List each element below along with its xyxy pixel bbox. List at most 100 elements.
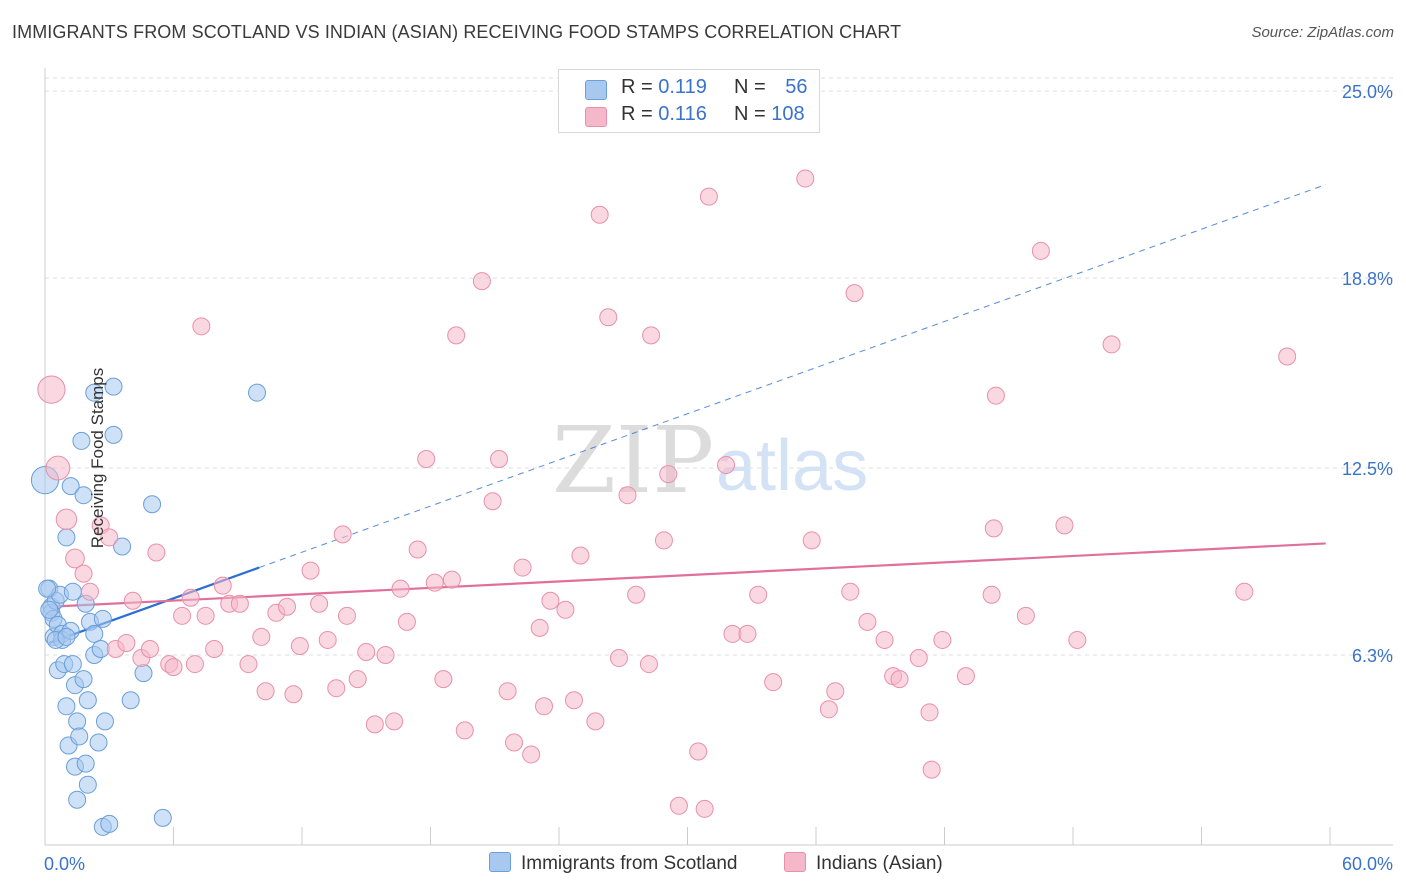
legend-r-value: 0.119 — [658, 76, 707, 98]
pink-point — [841, 582, 860, 601]
pink-point — [1278, 347, 1297, 366]
blue-point — [63, 582, 82, 601]
blue-point — [74, 670, 93, 689]
blue-point — [89, 733, 108, 752]
pink-point — [590, 205, 609, 224]
pink-point — [564, 691, 583, 710]
bottom-legend-swatch-pink — [784, 852, 806, 872]
pink-point — [505, 733, 524, 752]
pink-point — [213, 576, 232, 595]
pink-point — [37, 375, 66, 404]
watermark-atlas: atlas — [716, 426, 868, 506]
blue-point — [104, 425, 123, 444]
pink-point — [442, 570, 461, 589]
blue-point — [85, 383, 104, 402]
blue-point — [61, 477, 80, 496]
pink-point — [599, 308, 618, 327]
pink-point — [284, 685, 303, 704]
blue-point — [248, 383, 267, 402]
pink-point — [1235, 582, 1254, 601]
pink-point — [689, 742, 708, 761]
pink-point — [556, 600, 575, 619]
bottom-legend-label-blue: Immigrants from Scotland — [521, 853, 738, 874]
blue-point — [78, 691, 97, 710]
legend-n-value: 108 — [771, 103, 805, 125]
x-tick-label-right: 60.0% — [1342, 854, 1393, 874]
pink-point — [922, 760, 941, 779]
blue-point — [57, 528, 76, 547]
pink-point — [55, 508, 78, 531]
blue-point — [76, 754, 95, 773]
chart-title: IMMIGRANTS FROM SCOTLAND VS INDIAN (ASIA… — [12, 22, 902, 42]
pink-point — [933, 630, 952, 649]
pink-point — [1102, 335, 1121, 354]
pink-point — [117, 633, 136, 652]
blue-point — [153, 808, 172, 827]
pink-point — [920, 703, 939, 722]
pink-point — [819, 700, 838, 719]
pink-point — [181, 588, 200, 607]
blue-point — [95, 712, 114, 731]
blue-point — [57, 627, 76, 646]
legend-swatch-blue — [585, 80, 607, 100]
pink-point — [164, 658, 183, 677]
pink-point — [472, 272, 491, 291]
pink-point — [642, 326, 661, 345]
pink-point — [192, 317, 211, 336]
watermark: ZIP atlas — [552, 407, 868, 514]
legend-r-value: 0.116 — [658, 103, 707, 125]
pink-point — [455, 721, 474, 740]
pink-point — [357, 643, 376, 662]
pink-point — [290, 636, 309, 655]
pink-point — [252, 627, 271, 646]
pink-point — [875, 630, 894, 649]
bottom-legend-blue: Immigrants from Scotland — [489, 852, 737, 875]
pink-point — [723, 624, 742, 643]
pink-point — [609, 649, 628, 668]
pink-point — [618, 486, 637, 505]
pink-point — [100, 528, 119, 547]
pink-point — [764, 673, 783, 692]
pink-point — [522, 745, 541, 764]
pink-point — [717, 456, 736, 475]
blue-point — [38, 579, 57, 598]
pink-point — [956, 667, 975, 686]
pink-point — [239, 655, 258, 674]
pink-point — [425, 573, 444, 592]
bottom-legend-pink: Indians (Asian) — [784, 852, 943, 875]
pink-point — [639, 655, 658, 674]
pink-trendline — [49, 542, 1326, 608]
pink-point — [385, 712, 404, 731]
blue-point — [70, 727, 89, 746]
blue-point — [93, 609, 112, 628]
pink-point — [659, 465, 678, 484]
blue-point — [85, 624, 104, 643]
pink-point — [256, 682, 275, 701]
pink-point — [498, 682, 517, 701]
legend-swatch-pink — [585, 107, 607, 127]
pink-point — [984, 519, 1003, 538]
legend-n-value: 56 — [785, 76, 808, 98]
source-label: Source: ZipAtlas.com — [1251, 24, 1394, 41]
pink-point — [669, 796, 688, 815]
bottom-legend-swatch-blue — [489, 852, 511, 872]
blue-point — [40, 600, 59, 619]
pink-point — [310, 594, 329, 613]
y-tick-label: 6.3% — [1352, 646, 1393, 666]
pink-point — [196, 606, 215, 625]
blue-trendline-extension — [258, 184, 1326, 569]
blue-point — [104, 377, 123, 396]
blue-point — [91, 639, 110, 658]
pink-point — [586, 712, 605, 731]
pink-point — [348, 670, 367, 689]
pink-point — [535, 697, 554, 716]
pink-point — [391, 579, 410, 598]
pink-point — [513, 558, 532, 577]
pink-point — [376, 646, 395, 665]
blue-point — [63, 655, 82, 674]
pink-point — [627, 585, 646, 604]
blue-point — [57, 697, 76, 716]
pink-point — [333, 525, 352, 544]
legend-r-label: R = — [621, 103, 659, 125]
